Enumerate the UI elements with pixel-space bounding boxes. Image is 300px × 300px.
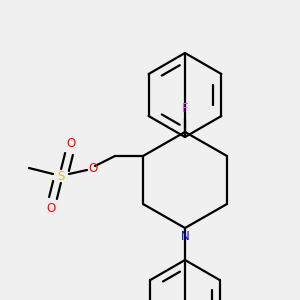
Text: F: F	[182, 102, 188, 115]
Text: O: O	[66, 137, 76, 150]
Text: S: S	[57, 169, 65, 182]
Text: O: O	[88, 161, 98, 175]
Text: O: O	[46, 202, 56, 215]
Text: N: N	[181, 230, 189, 243]
